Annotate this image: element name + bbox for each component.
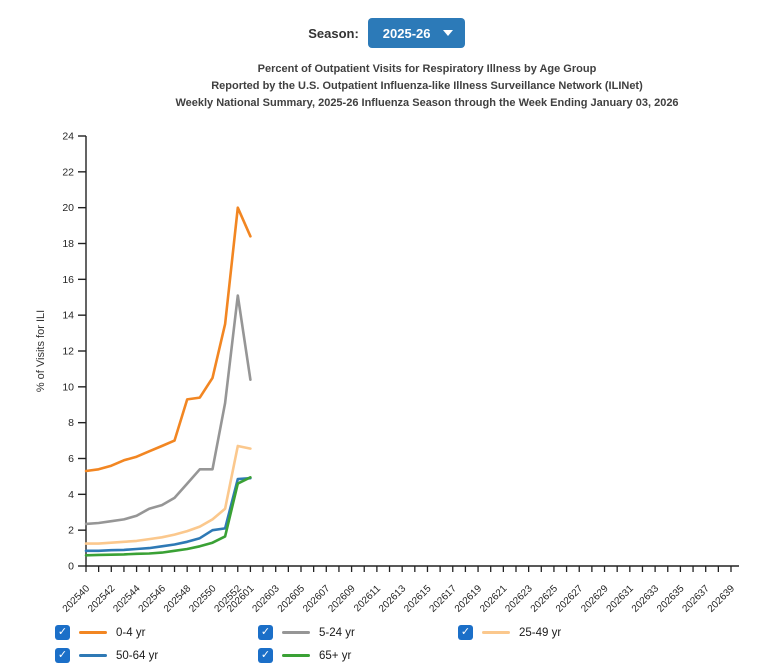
y-tick-label: 6 (68, 453, 74, 465)
legend-label-65-yr: 65+ yr (319, 649, 352, 662)
y-tick-label: 24 (62, 131, 74, 143)
legend-label-50-64-yr: 50-64 yr (116, 649, 159, 662)
season-dropdown-value: 2025-26 (382, 25, 431, 41)
y-tick-label: 2 (68, 525, 74, 537)
legend-swatch-0-4-yr (79, 631, 107, 634)
y-tick-label: 12 (62, 346, 74, 358)
series-line-0-4-yr (84, 206, 252, 473)
y-tick-label: 14 (62, 310, 74, 322)
legend-checkbox-0-4-yr[interactable]: ✓ (55, 625, 70, 640)
series-line-50-64-yr (84, 476, 252, 553)
legend-item-50-64-yr: ✓ 50-64 yr (55, 648, 258, 663)
season-label: Season: (308, 25, 359, 41)
y-tick-label: 20 (62, 202, 74, 214)
legend-swatch-5-24-yr (282, 631, 310, 634)
series-line-25-49-yr (84, 444, 252, 545)
series-line-5-24-yr (84, 294, 252, 526)
series-line-65-yr (84, 475, 252, 557)
legend-label-25-49-yr: 25-49 yr (519, 626, 562, 639)
y-tick-label: 4 (68, 489, 74, 501)
season-dropdown[interactable]: 2025-26 (367, 18, 465, 48)
y-tick-label: 18 (62, 238, 74, 250)
legend-checkbox-25-49-yr[interactable]: ✓ (458, 625, 473, 640)
chart-title-block: Percent of Outpatient Visits for Respira… (0, 61, 773, 112)
y-axis-title: % of Visits for ILI (35, 310, 47, 392)
chart-title-line3: Weekly National Summary, 2025-26 Influen… (175, 97, 679, 109)
legend-checkbox-65-yr[interactable]: ✓ (258, 648, 273, 663)
legend-checkbox-50-64-yr[interactable]: ✓ (55, 648, 70, 663)
legend-item-0-4-yr: ✓ 0-4 yr (55, 625, 258, 640)
y-tick-label: 10 (62, 381, 74, 393)
legend-item-65-yr: ✓ 65+ yr (258, 648, 458, 663)
legend-item-25-49-yr: ✓ 25-49 yr (458, 625, 561, 640)
y-tick-label: 0 (68, 561, 74, 573)
ili-line-chart: 0 2 4 6 8 10 12 14 16 18 20 22 24 202540 202542 202544 2… (0, 112, 773, 620)
chart-title-line2: Reported by the U.S. Outpatient Influenz… (211, 80, 643, 92)
legend-swatch-65-yr (282, 654, 310, 657)
x-tick-label: 202609 (326, 583, 358, 615)
legend-swatch-25-49-yr (482, 631, 510, 634)
chart-svg: 0246810121416182022242025402025422025442… (35, 131, 739, 615)
chart-legend: ✓ 0-4 yr ✓ 5-24 yr ✓ 25-49 yr ✓ 50-64 yr ✓ 65+ yr (55, 621, 561, 667)
legend-swatch-50-64-yr (79, 654, 107, 657)
chart-title-line1: Percent of Outpatient Visits for Respira… (257, 63, 597, 75)
legend-item-5-24-yr: ✓ 5-24 yr (258, 625, 458, 640)
legend-checkbox-5-24-yr[interactable]: ✓ (258, 625, 273, 640)
x-tick-label: 202639 (706, 583, 738, 615)
y-tick-label: 22 (62, 166, 74, 178)
legend-label-0-4-yr: 0-4 yr (116, 626, 146, 639)
y-tick-label: 16 (62, 274, 74, 286)
season-bar: Season: 2025-26 (0, 18, 773, 48)
y-tick-label: 8 (68, 417, 74, 429)
legend-label-5-24-yr: 5-24 yr (319, 626, 355, 639)
chevron-down-icon (442, 30, 453, 36)
